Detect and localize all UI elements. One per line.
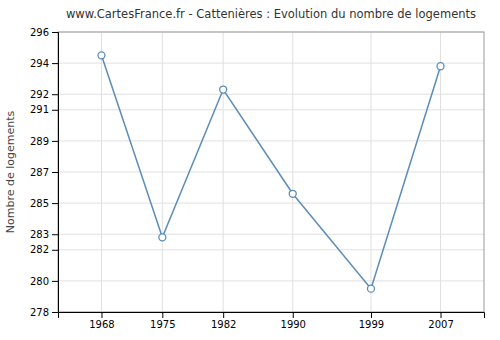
tick-label: 294 xyxy=(30,58,49,69)
tick-mark xyxy=(52,234,58,235)
tick-mark xyxy=(52,63,58,64)
tick-mark xyxy=(441,312,442,318)
tick: 2007 xyxy=(428,312,453,330)
tick: 1968 xyxy=(89,312,114,330)
grid-line xyxy=(58,63,484,64)
point xyxy=(289,190,296,197)
chart: 1968197519821990199920072782802822832852… xyxy=(0,0,500,340)
tick-label: 292 xyxy=(30,89,49,100)
tick-mark xyxy=(52,110,58,111)
y-axis-title: Nombre de logements xyxy=(4,110,17,233)
y-axis: 278 280 282 283 285 287 289 291 292 294 296 xyxy=(30,27,59,318)
tick-mark xyxy=(101,312,102,318)
tick-mark xyxy=(371,312,372,318)
tick: 280 xyxy=(30,276,58,287)
tick: 283 xyxy=(30,229,58,240)
point xyxy=(220,86,227,93)
x-axis: 1968 1975 1982 1990 1999 2007 xyxy=(59,312,485,330)
grid-line xyxy=(58,172,484,173)
tick: 282 xyxy=(30,244,58,255)
tick-label: 280 xyxy=(30,276,49,287)
tick-mark xyxy=(52,94,58,95)
tick: 1975 xyxy=(150,312,175,330)
tick: 291 xyxy=(30,104,58,115)
grid-line xyxy=(292,32,293,312)
point xyxy=(367,285,374,292)
axis-line xyxy=(59,313,485,319)
tick-label: 1982 xyxy=(211,319,236,330)
tick-label: 296 xyxy=(30,27,49,38)
grid-line xyxy=(162,32,163,312)
tick: 285 xyxy=(30,198,58,209)
grid-line xyxy=(58,203,484,204)
tick-label: 291 xyxy=(30,104,49,115)
title: www.CartesFrance.fr - Cattenières : Evol… xyxy=(66,7,476,21)
tick-label: 287 xyxy=(30,167,49,178)
plot: 1968197519821990199920072782802822832852… xyxy=(30,27,485,330)
grid-line xyxy=(58,140,484,141)
grid-line xyxy=(370,32,371,312)
tick-label: 285 xyxy=(30,198,49,209)
tick-mark xyxy=(52,203,58,204)
tick: 289 xyxy=(30,136,58,147)
tick-label: 1968 xyxy=(89,319,114,330)
tick-mark xyxy=(52,172,58,173)
tick-mark xyxy=(52,281,58,282)
grid-line xyxy=(58,280,484,281)
tick-mark xyxy=(293,312,294,318)
point xyxy=(98,52,105,59)
tick-mark xyxy=(52,250,58,251)
tick: 278 xyxy=(30,307,58,318)
tick: 294 xyxy=(30,58,58,69)
tick: 1999 xyxy=(359,312,384,330)
tick: 287 xyxy=(30,167,58,178)
tick-mark xyxy=(162,312,163,318)
grid-line xyxy=(58,109,484,110)
tick-label: 278 xyxy=(30,307,49,318)
tick-mark xyxy=(52,312,58,313)
grid-line xyxy=(58,94,484,95)
grid-line xyxy=(223,32,224,312)
tick: 1982 xyxy=(211,312,236,330)
grid-line xyxy=(58,249,484,250)
tick-mark xyxy=(52,141,58,142)
tick-mark xyxy=(223,312,224,318)
point xyxy=(437,63,444,70)
tick-label: 2007 xyxy=(428,319,453,330)
tick-label: 283 xyxy=(30,229,49,240)
grid-line xyxy=(101,32,102,312)
tick: 292 xyxy=(30,89,58,100)
grid xyxy=(58,32,484,312)
grid-line xyxy=(440,32,441,312)
tick-label: 282 xyxy=(30,244,49,255)
tick: 1990 xyxy=(281,312,306,330)
tick-label: 289 xyxy=(30,136,49,147)
point xyxy=(159,234,166,241)
tick-label: 1975 xyxy=(150,319,175,330)
axis-line xyxy=(52,33,59,313)
series xyxy=(98,52,444,292)
tick-mark xyxy=(52,32,58,33)
tick-label: 1990 xyxy=(281,319,306,330)
grid-line xyxy=(58,234,484,235)
plot-frame xyxy=(58,32,484,312)
tick-label: 1999 xyxy=(359,319,384,330)
tick: 296 xyxy=(30,27,58,38)
line xyxy=(101,55,440,288)
